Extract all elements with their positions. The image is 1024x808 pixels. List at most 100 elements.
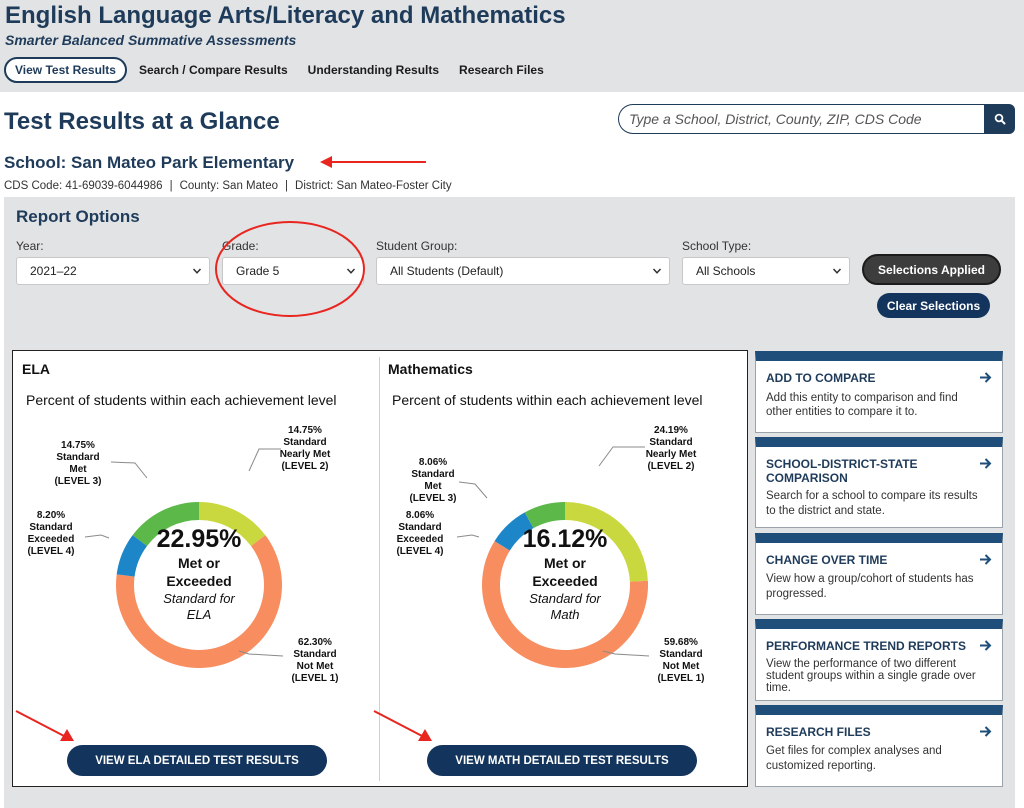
clear-selections-button[interactable]: Clear Selections: [877, 293, 990, 318]
ela-label-level4-lvl: (LEVEL 4): [27, 546, 74, 557]
nav-view-test-results[interactable]: View Test Results: [4, 57, 127, 83]
card-desc-2: to the district and state.: [766, 505, 885, 517]
card-title-2: COMPARISON: [766, 471, 848, 485]
card-desc-1: View the performance of two different: [766, 658, 957, 670]
card-performance-trend-reports[interactable]: PERFORMANCE TREND REPORTS View the perfo…: [755, 619, 1003, 701]
card-title: ADD TO COMPARE: [766, 371, 876, 385]
card-desc-2: progressed.: [766, 588, 827, 600]
district: District: San Mateo-Foster City: [295, 180, 452, 192]
search-input[interactable]: [618, 104, 985, 134]
ela-center-line3: Standard for: [163, 591, 235, 606]
card-title: PERFORMANCE TREND REPORTS: [766, 639, 967, 653]
arrow-right-icon: [980, 726, 992, 737]
chevron-down-icon: [652, 268, 662, 274]
search-bar: [618, 104, 1015, 134]
view-ela-detailed-button[interactable]: VIEW ELA DETAILED TEST RESULTS: [67, 745, 327, 776]
math-label-level4-pct: 8.06%: [406, 510, 434, 521]
math-center-line4: Math: [551, 607, 580, 622]
math-label-level2-l1: Standard: [649, 437, 692, 448]
school-type-label: School Type:: [682, 239, 752, 253]
annotation-arrow-math-button: [373, 710, 432, 741]
report-options-title: Report Options: [16, 207, 140, 226]
search-icon: [994, 113, 1005, 125]
math-leader-level2: [598, 446, 645, 467]
school-name: School: San Mateo Park Elementary: [4, 153, 295, 172]
card-title: RESEARCH FILES: [766, 725, 871, 739]
school-type-select[interactable]: All Schools: [682, 257, 850, 285]
ela-leader-level2: [248, 448, 281, 472]
grade-select[interactable]: Grade 5: [222, 257, 364, 285]
ela-label-level2-lvl: (LEVEL 2): [281, 461, 328, 472]
ela-leader-level1: [238, 650, 284, 657]
math-label-level3-l1: Standard: [411, 469, 454, 480]
nav-search-compare-results[interactable]: Search / Compare Results: [138, 63, 288, 77]
grade-value: Grade 5: [236, 264, 280, 278]
math-slice-level2: [565, 502, 648, 582]
grade-label: Grade:: [222, 239, 259, 253]
math-center-value: 16.12%: [523, 525, 608, 553]
math-slice-level3: [524, 502, 565, 529]
search-button[interactable]: [984, 104, 1015, 134]
ela-center-line4: ELA: [187, 607, 212, 622]
ela-chart: ELA Percent of students within each achi…: [13, 351, 379, 786]
student-group-value: All Students (Default): [390, 264, 504, 278]
math-donut-chart: 16.12% Met or Exceeded Standard for Math…: [396, 425, 704, 684]
page-title: Test Results at a Glance: [4, 108, 280, 135]
ela-label-level3-lvl: (LEVEL 3): [54, 476, 101, 487]
chevron-down-icon: [192, 268, 202, 274]
card-desc-1: Get files for complex analyses and: [766, 745, 942, 757]
ela-slice-level1: [115, 535, 282, 668]
student-group-select[interactable]: All Students (Default): [376, 257, 670, 285]
year-select[interactable]: 2021–22: [16, 257, 210, 285]
ela-center-line2: Exceeded: [166, 573, 231, 589]
math-chart: Mathematics Percent of students within e…: [379, 351, 745, 786]
ela-label-level2-l2: Nearly Met: [280, 449, 331, 460]
card-desc-1: Search for a school to compare its resul…: [766, 490, 978, 502]
card-desc-3: time.: [766, 682, 791, 694]
ela-label-level4: 8.20% Standard Exceeded (LEVEL 4): [27, 510, 74, 557]
card-school-district-state-comparison[interactable]: SCHOOL-DISTRICT-STATE COMPARISON Search …: [755, 437, 1003, 528]
card-desc-2: student groups within a single grade ove…: [766, 670, 976, 682]
math-label-level3-pct: 8.06%: [419, 457, 447, 468]
school-meta: CDS Code: 41-69039-6044986 | County: San M…: [4, 180, 452, 192]
card-desc-1: Add this entity to comparison and find: [766, 392, 958, 404]
ela-slice-level2: [199, 502, 266, 546]
ela-center-line1: Met or: [178, 555, 221, 571]
arrow-right-icon: [980, 372, 992, 383]
card-add-to-compare[interactable]: ADD TO COMPARE Add this entity to compar…: [755, 351, 1003, 433]
arrow-right-icon: [980, 458, 992, 469]
ela-chart-title: ELA: [22, 361, 50, 377]
ela-label-level2-l1: Standard: [283, 437, 326, 448]
year-value: 2021–22: [30, 264, 77, 278]
math-label-level4-l1: Standard: [398, 522, 441, 533]
ela-label-level3-l2: Met: [69, 464, 87, 475]
annotation-ellipse-grade: [215, 221, 365, 317]
ela-label-level1-pct: 62.30%: [298, 637, 332, 648]
ela-label-level3-pct: 14.75%: [61, 440, 95, 451]
card-change-over-time[interactable]: CHANGE OVER TIME View how a group/cohort…: [755, 533, 1003, 615]
ela-slice-level3: [132, 502, 199, 546]
card-research-files[interactable]: RESEARCH FILES Get files for complex ana…: [755, 705, 1003, 787]
ela-slice-level4: [116, 535, 148, 577]
arrow-right-icon: [980, 554, 992, 565]
nav-understanding-results[interactable]: Understanding Results: [307, 63, 440, 77]
math-leader-level3: [458, 481, 488, 499]
ela-label-level3-l1: Standard: [56, 452, 99, 463]
site-title: English Language Arts/Literacy and Mathe…: [5, 2, 566, 29]
chevron-down-icon: [832, 268, 842, 274]
card-title: CHANGE OVER TIME: [766, 553, 888, 567]
math-chart-title: Mathematics: [388, 361, 473, 377]
math-label-level4-lvl: (LEVEL 4): [396, 546, 443, 557]
math-label-level1-l2: Not Met: [663, 661, 700, 672]
math-label-level2-pct: 24.19%: [654, 425, 688, 436]
ela-label-level4-l2: Exceeded: [28, 534, 75, 545]
nav-research-files[interactable]: Research Files: [459, 63, 544, 77]
ela-chart-subtitle: Percent of students within each achievem…: [26, 392, 337, 408]
math-center-line1: Met or: [544, 555, 587, 571]
selections-applied-button[interactable]: Selections Applied: [862, 254, 1001, 285]
main-nav: View Test Results Search / Compare Resul…: [4, 57, 564, 83]
annotation-arrow-ela-button: [15, 710, 74, 741]
view-math-detailed-button[interactable]: VIEW MATH DETAILED TEST RESULTS: [427, 745, 697, 776]
math-label-level2-lvl: (LEVEL 2): [647, 461, 694, 472]
math-label-level1: 59.68% Standard Not Met (LEVEL 1): [657, 637, 704, 684]
